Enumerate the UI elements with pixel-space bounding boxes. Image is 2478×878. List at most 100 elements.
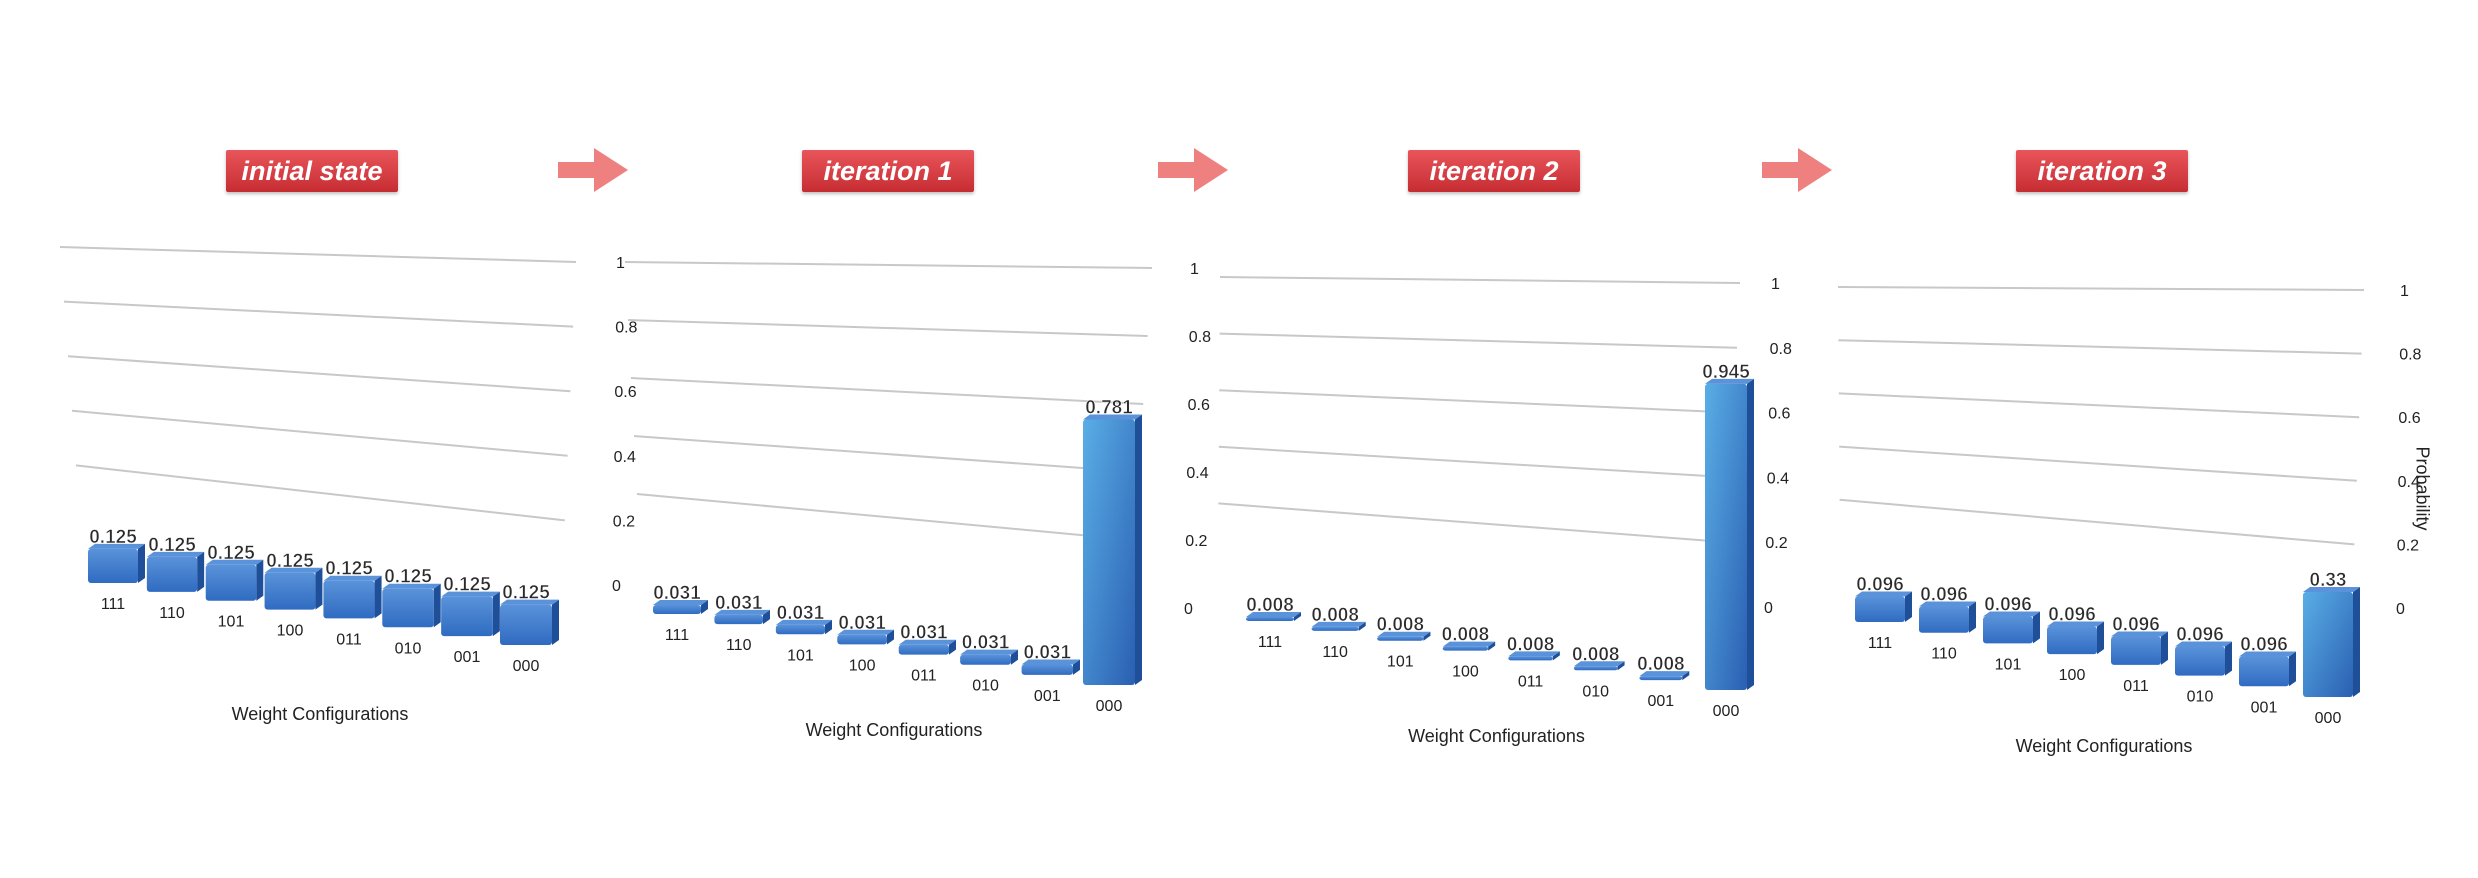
bar-side [552,599,559,645]
data-label: 0.031 [653,583,701,604]
bar-front [1311,626,1359,631]
data-label: 0.096 [1920,584,1968,605]
bar-front [441,596,493,637]
bar-010: 0.031 010 [960,632,1018,695]
y-tick-label: 0.4 [614,449,636,466]
bar-110: 0.125 110 [146,535,205,622]
chart-title-iteration-3: iteration 3 [2016,150,2188,192]
bar-110: 0.096 110 [1919,584,1976,663]
y-tick-label: 0.8 [2399,347,2421,364]
gridlines: 0 0.2 0.4 0.6 0.8 1 [624,261,1211,618]
bar-side [1011,649,1018,665]
gridline [1839,498,2355,546]
bar-side [2289,651,2296,687]
x-tick-label: 111 [1868,635,1892,652]
x-tick-label: 010 [1582,683,1609,700]
y-tick-label: 0 [612,578,621,595]
arrow-right-icon [558,148,628,192]
bar-001: 0.031 001 [1021,642,1080,705]
y-tick-label: 0.2 [613,513,635,530]
y-tick-label: 1 [616,255,625,272]
bar-side [1488,641,1496,651]
x-tick-label: 001 [1034,688,1061,705]
x-tick-label: 111 [665,627,689,644]
bar-top [1983,611,2040,617]
gridline [1837,286,2365,291]
gridline [75,464,565,522]
x-tick-label: 101 [218,614,245,631]
bar-front [205,564,257,601]
bar-side [138,543,145,583]
x-tick-label: 011 [1518,673,1544,690]
data-label: 0.031 [1024,643,1072,664]
bar-011: 0.125 011 [323,558,382,648]
y-tick-label: 0 [1764,600,1773,617]
bar-top [205,559,264,565]
y-tick-label: 0.8 [1770,341,1792,358]
bar-side [825,619,832,635]
bar-top [441,591,500,597]
data-label: 0.008 [1572,644,1620,665]
bar-front [960,654,1011,665]
bar-front [1442,646,1489,651]
bar-top [1442,641,1496,647]
bar-side [949,639,956,655]
gridlines: 0 0.2 0.4 0.6 0.8 1 [59,246,638,595]
y-tick-label: 0.2 [1765,535,1787,552]
bar-side [1073,659,1080,675]
gridline [67,355,571,393]
x-tick-label: 010 [972,678,999,695]
bar-111: 0.031 111 [653,583,708,644]
arrow-right-icon-shape [1762,148,1832,192]
gridlines: 0 0.2 0.4 0.6 0.8 1 [1218,276,1792,617]
gridline [71,409,568,457]
x-tick-label: 000 [1096,698,1123,715]
bar-top [382,583,441,589]
bar-side [197,551,205,592]
y-tick-label: 0.8 [615,320,637,337]
y-tick-label: 0.2 [1185,533,1207,550]
bar-front [1246,617,1294,621]
bar-side [492,591,500,637]
y-tick-label: 0.8 [1189,329,1211,346]
bar-front [1377,636,1424,641]
data-label: 0.096 [2048,604,2096,625]
x-tick-label: 011 [336,631,362,648]
x-axis-label: Weight Configurations [2016,736,2193,756]
bar-111: 0.096 111 [1855,574,1912,652]
bar-110: 0.031 110 [714,593,770,654]
data-label: 0.096 [1984,594,2032,615]
bar-front [714,614,763,625]
data-label: 0.031 [962,633,1010,654]
bar-side [1135,414,1142,685]
bar-front [2111,636,2161,665]
bar-front [1919,606,1969,633]
bar-side [2225,641,2232,676]
gridline [1218,445,1732,479]
chart-panel-3: 00.20.40.60.810.0961110.0961100.0961010.… [1837,283,2422,756]
bar-front [1021,664,1073,675]
chart-title-iteration-2: iteration 2 [1408,150,1580,192]
bar-side [2161,631,2168,665]
data-label: 0.096 [2112,614,2160,635]
bar-top [1573,661,1625,667]
y-tick-label: 0.4 [1767,470,1789,487]
bar-front [837,634,887,645]
bar-000: 0.33 000 [2303,570,2360,727]
data-label: 0.125 [148,535,196,556]
bar-top [837,629,894,635]
x-tick-label: 010 [2187,689,2214,706]
x-tick-label: 110 [726,637,752,654]
x-tick-label: 101 [1387,654,1414,671]
x-axis-label: Weight Configurations [806,720,983,740]
bar-front [382,588,434,628]
data-label: 0.125 [502,583,550,604]
gridlines: 0 0.2 0.4 0.6 0.8 1 [1837,283,2422,618]
arrow-right-icon [1158,148,1228,192]
bar-top [1021,659,1080,665]
arrow-right-icon [1762,148,1832,192]
bar-top [146,551,205,557]
bar-top [2239,651,2296,657]
bar-side [315,567,323,610]
bar-top [1639,671,1690,677]
